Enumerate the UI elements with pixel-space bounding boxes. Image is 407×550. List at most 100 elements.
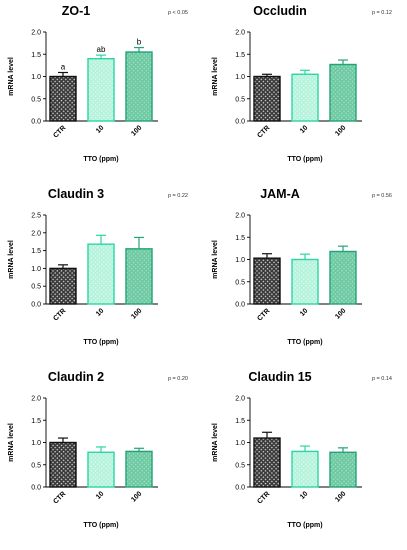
y-tick-label: 0.5 [31, 462, 41, 469]
bar-100 [329, 250, 357, 305]
y-tick-label: 0.0 [235, 302, 245, 309]
bar-100 [329, 451, 357, 488]
bar-ctr [253, 75, 281, 122]
bar-10 [87, 451, 115, 488]
bar-100 [329, 63, 357, 122]
y-tick-label: 0.0 [31, 119, 41, 126]
y-tick-label: 0.0 [235, 485, 245, 492]
x-tick-label: CTR [256, 124, 271, 139]
y-axis-label: mRNA level [212, 423, 219, 462]
y-tick-label: 2.0 [235, 213, 245, 220]
y-tick-label: 1.5 [31, 418, 41, 425]
y-tick-label: 1.0 [235, 257, 245, 264]
x-tick-label: 10 [95, 307, 106, 318]
p-value-label: p < 0.05 [168, 10, 188, 16]
x-axis-label: TTO (ppm) [287, 522, 322, 529]
y-tick-label: 0.5 [235, 279, 245, 286]
x-tick-label: 10 [95, 490, 106, 501]
x-axis-label: TTO (ppm) [83, 156, 118, 163]
y-axis-label: mRNA level [8, 57, 15, 96]
chart-title: Occludin [253, 4, 306, 18]
p-value-label: p = 0.22 [168, 193, 188, 199]
x-axis-label: TTO (ppm) [83, 522, 118, 529]
chart-panel: ZO-1 p < 0.05 mRNA level 0.0 0.5 1.0 1.5 2.0 a CT… [0, 0, 203, 183]
y-tick-label: 1.0 [235, 74, 245, 81]
x-tick-label: 100 [334, 307, 347, 320]
y-tick-label: 1.0 [235, 440, 245, 447]
y-tick-label: 1.5 [235, 418, 245, 425]
y-tick-label: 0.5 [235, 96, 245, 103]
bar-10 [87, 58, 115, 122]
x-tick-label: CTR [256, 490, 271, 505]
chart-panel: Claudin 3 p = 0.22 mRNA level 0.0 0.5 1.0 1.5 2… [0, 183, 203, 366]
significance-label: ab [97, 45, 106, 54]
significance-label: a [61, 62, 66, 71]
chart-panel: Claudin 2 p = 0.20 mRNA level 0.0 0.5 1.0 1.5 2… [0, 366, 203, 549]
bar-ctr [49, 441, 77, 488]
y-tick-label: 2.0 [235, 396, 245, 403]
y-tick-label: 1.5 [235, 52, 245, 59]
y-axis-label: mRNA level [212, 57, 219, 96]
bar-ctr [49, 267, 77, 305]
y-tick-label: 2.0 [235, 30, 245, 37]
y-tick-label: 1.0 [31, 74, 41, 81]
p-value-label: p = 0.14 [372, 376, 392, 382]
y-tick-label: 1.5 [31, 248, 41, 255]
chart-svg: ZO-1 p < 0.05 mRNA level 0.0 0.5 1.0 1.5 2.0 a CT… [8, 4, 188, 163]
bar-100 [125, 248, 153, 305]
y-tick-label: 0.0 [235, 119, 245, 126]
y-tick-label: 2.5 [31, 213, 41, 220]
y-tick-label: 1.0 [31, 266, 41, 273]
bar-ctr [253, 257, 281, 305]
chart-svg: Claudin 2 p = 0.20 mRNA level 0.0 0.5 1.0 1.5 2… [8, 370, 188, 529]
chart-svg: Occludin p = 0.12 mRNA level 0.0 0.5 1.0 1.5 2.… [212, 4, 392, 163]
bar-10 [291, 258, 319, 305]
bar-10 [291, 73, 319, 122]
y-tick-label: 1.5 [31, 52, 41, 59]
chart-svg: Claudin 3 p = 0.22 mRNA level 0.0 0.5 1.0 1.5 2… [8, 187, 188, 346]
x-tick-label: 100 [130, 490, 143, 503]
x-tick-label: 100 [334, 490, 347, 503]
x-tick-label: 10 [299, 490, 310, 501]
chart-title: Claudin 3 [48, 187, 104, 201]
chart-title: Claudin 15 [248, 370, 311, 384]
y-tick-label: 2.0 [31, 30, 41, 37]
x-tick-label: CTR [52, 490, 67, 505]
x-axis-label: TTO (ppm) [83, 339, 118, 346]
y-tick-label: 0.5 [31, 96, 41, 103]
x-axis-label: TTO (ppm) [287, 339, 322, 346]
x-tick-label: 100 [334, 124, 347, 137]
y-tick-label: 1.0 [31, 440, 41, 447]
x-tick-label: 100 [130, 124, 143, 137]
bar-ctr [253, 437, 281, 488]
y-axis-label: mRNA level [212, 240, 219, 279]
y-tick-label: 1.5 [235, 235, 245, 242]
bar-10 [87, 243, 115, 305]
chart-panel: JAM-A p = 0.56 mRNA level 0.0 0.5 1.0 1.5 2.0 CT… [204, 183, 407, 366]
x-tick-label: CTR [52, 124, 67, 139]
bar-10 [291, 450, 319, 488]
y-axis-label: mRNA level [8, 240, 15, 279]
p-value-label: p = 0.20 [168, 376, 188, 382]
x-tick-label: CTR [256, 307, 271, 322]
bar-ctr [49, 75, 77, 122]
y-tick-label: 0.5 [235, 462, 245, 469]
chart-svg: Claudin 15 p = 0.14 mRNA level 0.0 0.5 1.0 1.5… [212, 370, 392, 529]
y-tick-label: 0.0 [31, 302, 41, 309]
chart-panel: Occludin p = 0.12 mRNA level 0.0 0.5 1.0 1.5 2.… [204, 0, 407, 183]
chart-svg: JAM-A p = 0.56 mRNA level 0.0 0.5 1.0 1.5 2.0 CT… [212, 187, 392, 346]
bar-100 [125, 450, 153, 488]
bar-100 [125, 51, 153, 122]
x-tick-label: 10 [299, 307, 310, 318]
p-value-label: p = 0.56 [372, 193, 392, 199]
x-axis-label: TTO (ppm) [287, 156, 322, 163]
y-tick-label: 0.5 [31, 284, 41, 291]
y-axis-label: mRNA level [8, 423, 15, 462]
y-tick-label: 2.0 [31, 230, 41, 237]
x-tick-label: 10 [95, 124, 106, 135]
y-tick-label: 0.0 [31, 485, 41, 492]
chart-title: Claudin 2 [48, 370, 104, 384]
chart-panel: Claudin 15 p = 0.14 mRNA level 0.0 0.5 1.0 1.5… [204, 366, 407, 549]
chart-title: ZO-1 [62, 4, 91, 18]
